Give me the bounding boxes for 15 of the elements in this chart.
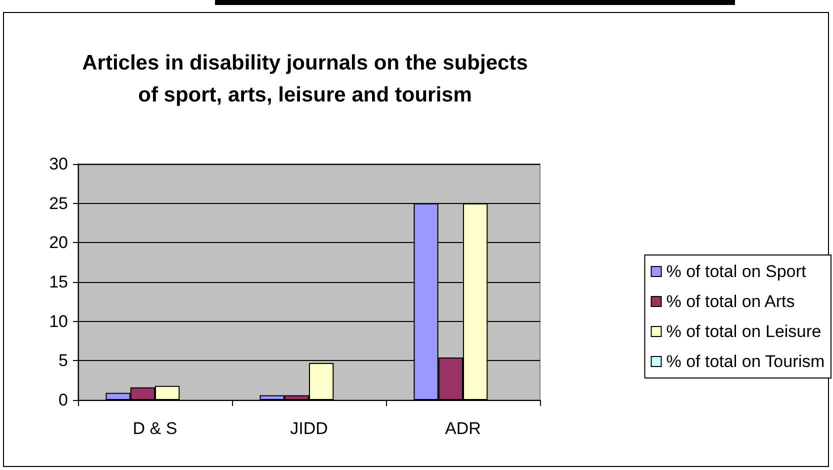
chart-title: Articles in disability journals on the subjects of sport, arts, leisure and tourism bbox=[82, 52, 528, 106]
x-tick-label: JIDD bbox=[290, 419, 328, 438]
legend-label: % of total on Arts bbox=[666, 292, 795, 311]
y-tick-label: 5 bbox=[58, 351, 68, 370]
y-tick-label: 0 bbox=[58, 390, 68, 410]
y-tick-label: 30 bbox=[49, 154, 68, 174]
y-tick-label: 25 bbox=[49, 194, 68, 213]
legend-label: % of total on Leisure bbox=[666, 322, 822, 341]
x-tick-label: D & S bbox=[132, 419, 178, 438]
y-tick-label: 10 bbox=[49, 312, 68, 331]
x-tick-label: ADR bbox=[445, 419, 481, 438]
y-tick-label: 15 bbox=[49, 272, 68, 292]
legend-label: % of total on Tourism bbox=[666, 352, 825, 371]
legend-label: % of total on Sport bbox=[666, 262, 806, 281]
y-tick-label: 20 bbox=[49, 233, 68, 252]
